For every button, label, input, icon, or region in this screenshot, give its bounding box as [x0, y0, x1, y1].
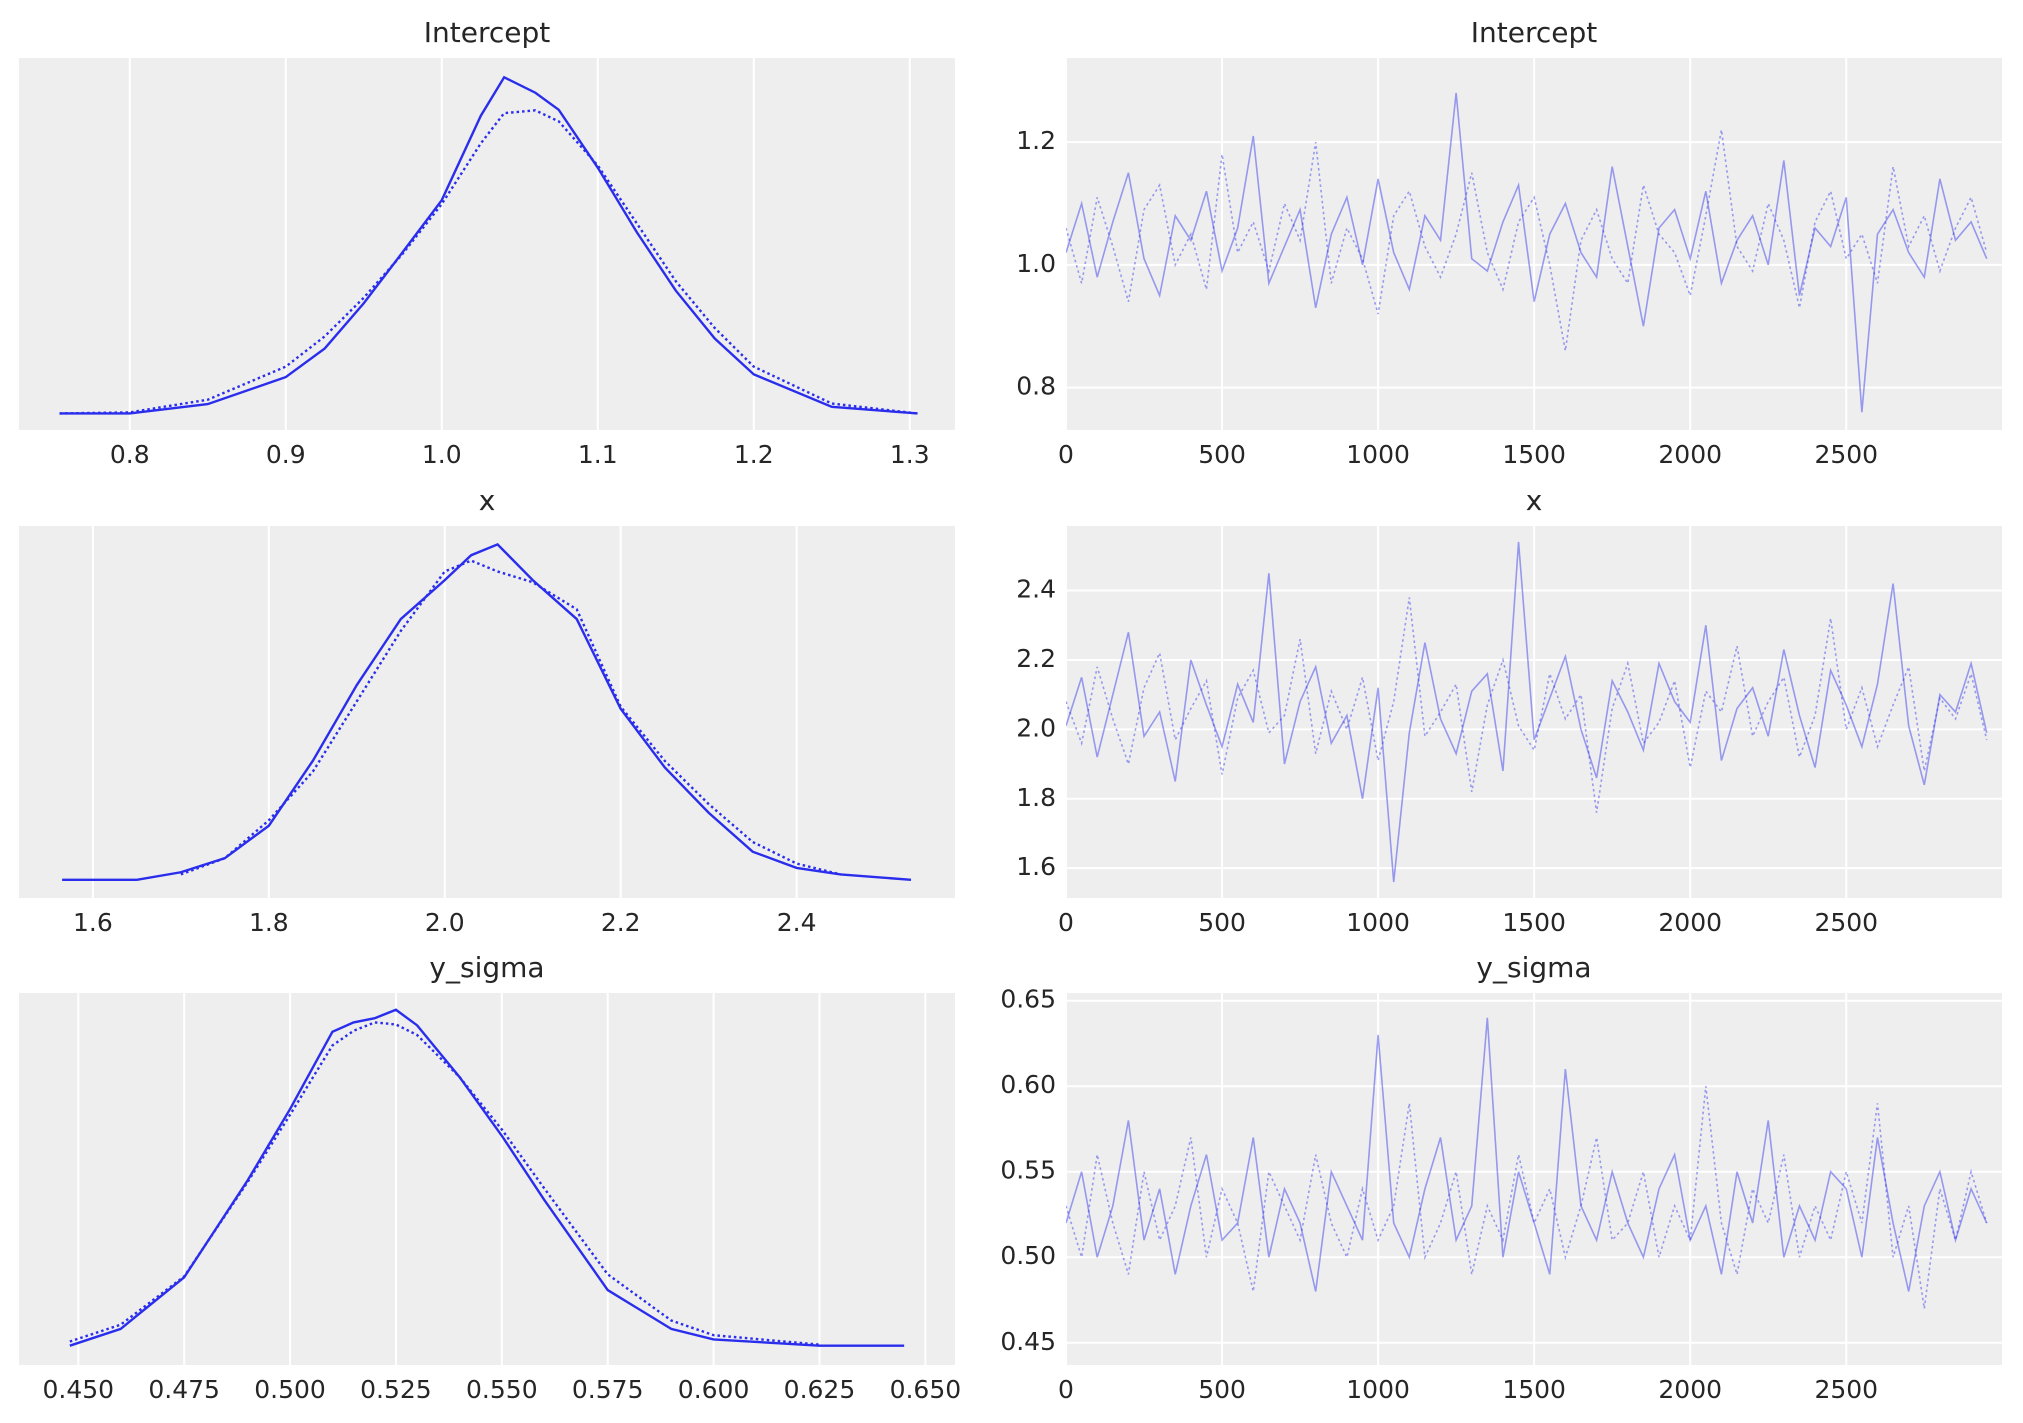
y-tick-label: 0.45	[1000, 1327, 1056, 1356]
x-tick-label: 1.1	[578, 440, 618, 469]
panel-kde: y_sigma 0.450 0.475 0.500 0.525 0.550 0.575 0.6…	[19, 951, 961, 1404]
panel-title: Intercept	[1471, 16, 1598, 49]
panel-kde: x 1.6 1.8 2.0 2.2 2.4	[19, 484, 955, 937]
x-tick-label: 2000	[1658, 1375, 1722, 1404]
y-tick-label: 0.65	[1000, 985, 1056, 1014]
plot-area	[19, 993, 955, 1365]
x-tick-label: 2500	[1814, 908, 1878, 937]
y-tick-label: 0.55	[1000, 1156, 1056, 1185]
x-tick-label: 500	[1198, 1375, 1246, 1404]
x-tick-label: 0	[1058, 1375, 1074, 1404]
panel-title: y_sigma	[1476, 951, 1591, 984]
x-tick-label: 0.9	[266, 440, 306, 469]
x-tick-label: 0.600	[678, 1375, 750, 1404]
x-tick-label: 1.0	[422, 440, 462, 469]
y-tick-label: 1.8	[1016, 783, 1056, 812]
trace-line	[1066, 597, 1988, 813]
x-tick-label: 0.500	[254, 1375, 326, 1404]
panel-title: x	[1526, 484, 1543, 517]
x-tick-label: 0.575	[572, 1375, 644, 1404]
trace-line	[1066, 1017, 1988, 1292]
x-tick-label: 2.2	[601, 908, 641, 937]
kde-line	[69, 1008, 905, 1347]
kde-line	[180, 559, 841, 876]
kde-line	[69, 1021, 820, 1346]
trace-line	[1066, 1086, 1988, 1309]
y-tick-label: 0.8	[1016, 372, 1056, 401]
trace-line	[1066, 129, 1988, 351]
y-tick-label: 2.4	[1016, 575, 1056, 604]
x-tick-label: 1.2	[734, 440, 774, 469]
panel-title: Intercept	[424, 16, 551, 49]
panel-title: y_sigma	[429, 951, 544, 984]
x-tick-label: 1.8	[249, 908, 289, 937]
x-tick-label: 1000	[1346, 440, 1410, 469]
x-tick-label: 1500	[1502, 440, 1566, 469]
x-tick-label: 1500	[1502, 1375, 1566, 1404]
trace-line	[1066, 92, 1988, 413]
x-tick-label: 0	[1058, 440, 1074, 469]
x-tick-label: 2000	[1658, 440, 1722, 469]
y-tick-label: 2.0	[1016, 713, 1056, 742]
panel-trace: y_sigma 0 500 1000 1500 2000 2500 0.45 0.50 0.55 0…	[1000, 951, 2002, 1404]
y-tick-label: 2.2	[1016, 644, 1056, 673]
x-tick-label: 500	[1198, 908, 1246, 937]
panel-title: x	[479, 484, 496, 517]
panel-kde: Intercept 0.8 0.9 1.0 1.1 1.2 1.3	[19, 16, 955, 469]
x-tick-label: 1000	[1346, 1375, 1410, 1404]
x-tick-label: 0	[1058, 908, 1074, 937]
kde-line	[59, 75, 918, 415]
x-tick-label: 1.6	[73, 908, 113, 937]
y-tick-label: 0.60	[1000, 1070, 1056, 1099]
x-tick-label: 0.625	[784, 1375, 856, 1404]
x-tick-label: 2.4	[777, 908, 817, 937]
plot-area	[19, 58, 955, 430]
x-tick-label: 1.3	[890, 440, 930, 469]
y-tick-label: 1.6	[1016, 852, 1056, 881]
x-tick-label: 0.450	[43, 1375, 115, 1404]
y-tick-label: 1.2	[1016, 126, 1056, 155]
trace-line	[1066, 541, 1988, 883]
x-tick-label: 0.8	[110, 440, 150, 469]
panel-trace: Intercept 0 500 1000 1500 2000 2500 0.8 1.0 1.2	[1016, 16, 2002, 469]
x-tick-label: 500	[1198, 440, 1246, 469]
kde-line	[59, 109, 918, 415]
x-tick-label: 0.650	[890, 1375, 962, 1404]
y-tick-label: 1.0	[1016, 249, 1056, 278]
x-tick-label: 1500	[1502, 908, 1566, 937]
x-tick-label: 0.525	[360, 1375, 432, 1404]
x-tick-label: 2500	[1814, 440, 1878, 469]
x-tick-label: 2500	[1814, 1375, 1878, 1404]
panel-trace: x 0 500 1000 1500 2000 2500 1.6 1.8 2.0 2.2 2.4	[1016, 484, 2002, 937]
x-tick-label: 0.550	[466, 1375, 538, 1404]
x-tick-label: 2.0	[425, 908, 465, 937]
y-tick-label: 0.50	[1000, 1241, 1056, 1270]
x-tick-label: 0.475	[148, 1375, 220, 1404]
x-tick-label: 1000	[1346, 908, 1410, 937]
plot-area	[19, 526, 955, 898]
x-tick-label: 2000	[1658, 908, 1722, 937]
